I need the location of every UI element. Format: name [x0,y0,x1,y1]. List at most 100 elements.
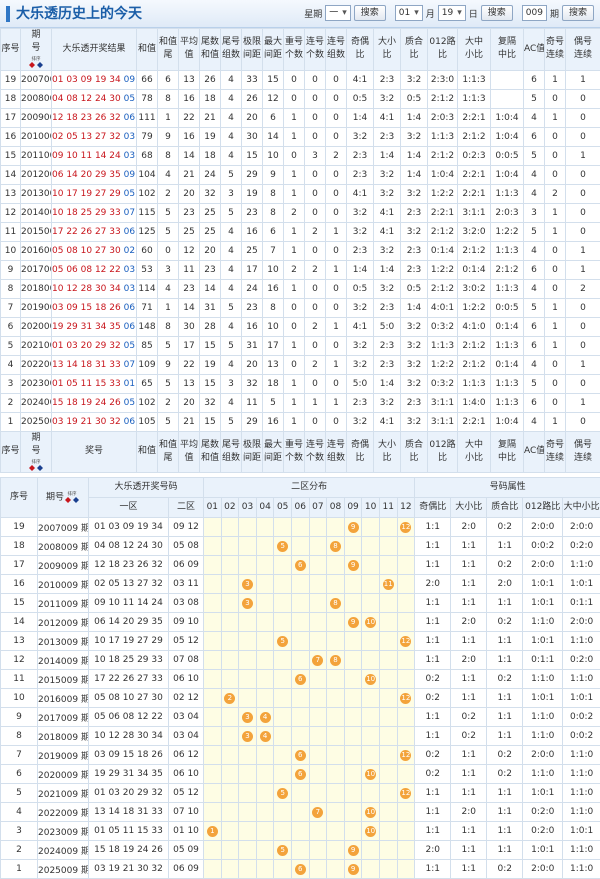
period: 2014009 [21,203,52,222]
stat-cell: 32 [200,393,221,412]
distribution-cell [397,841,415,860]
attribute-cell: 1:1 [451,822,487,841]
weekday-select[interactable]: 一 [325,5,351,21]
attribute-cell: 1:1 [415,556,451,575]
back-numbers: 05 09 [124,398,137,408]
search-button[interactable]: 搜索 [562,5,594,21]
attribute-cell: 1:0:1 [563,575,600,594]
data-row: 14201200906 14 20 29 35 09 1010442124529… [1,165,600,184]
distribution-cell [291,651,309,670]
stat-cell: 3:2 [347,222,374,241]
attribute-cell: 1:1:0 [523,670,563,689]
stat-cell: 14 [179,146,200,165]
row-index: 15 [1,594,38,613]
title-bar: 大乐透历史上的今天 星期 一 搜索 01 月 19 日 搜索 009 期 搜索 [0,0,600,28]
back-numbers: 09 12 [124,75,137,85]
data-row: 10201600905 08 10 27 30 02 1260012204257… [1,241,600,260]
front-numbers: 17 22 26 27 33 [89,670,169,689]
attribute-cell: 0:2 [487,765,523,784]
column-header: 大小比 [374,29,401,71]
stat-cell: 2:2:1 [458,412,491,431]
distribution-cell [221,784,239,803]
stat-cell: 18 [200,146,221,165]
column-header: AC值 [524,431,545,473]
stat-cell: 0 [305,165,326,184]
sort-icon[interactable]: 排序 [28,55,44,69]
sub-header: 一区 [89,498,169,518]
distribution-cell [256,537,274,556]
search-button[interactable]: 搜索 [354,5,386,21]
distribution-cell [239,613,257,632]
sort-icon[interactable]: 排序 [28,458,44,472]
distribution-cell: 9 [344,841,362,860]
front-numbers: 05 06 08 12 22 [89,708,169,727]
stat-cell: 20 [200,241,221,260]
front-numbers: 03 19 21 30 32 [89,860,169,879]
column-header: 序号 [1,29,21,71]
issue-input[interactable]: 009 [522,5,547,21]
stat-cell: 2:1:2 [458,336,491,355]
period: 2023009 期 [38,822,89,841]
hit-ball: 3 [242,579,253,590]
header-text: 连号 [305,36,325,49]
hit-ball: 12 [400,750,411,761]
distribution-cell [327,670,345,689]
back-numbers: 07 08 [169,651,204,670]
distribution-cell [256,784,274,803]
sort-icon[interactable]: 排序 [64,490,80,504]
attribute-cell: 1:1:0 [563,860,600,879]
header-text: 尾 [158,49,178,62]
stat-cell: 14 [200,279,221,298]
stat-cell: 0 [158,241,179,260]
row-index: 13 [1,632,38,651]
stat-cell: 4 [158,279,179,298]
sort-label: 排序 [68,490,77,497]
distribution-cell [362,651,380,670]
distribution-cell: 10 [362,613,380,632]
distribution-cell [291,727,309,746]
attribute-cell: 1:1:0 [563,556,600,575]
distribution-cell [362,575,380,594]
column-header: 连号组数 [326,431,347,473]
header-text: 组数 [221,49,241,62]
stat-cell: 12 [179,241,200,260]
draw-result: 05 08 10 27 30 02 12 [52,241,137,260]
column-header: 012路比 [428,29,458,71]
stat-cell: 21 [179,412,200,431]
attribute-header: 大中小比 [563,498,600,518]
stat-cell: 1 [284,184,305,203]
stat-cell: 32 [242,374,263,393]
distribution-cell [309,765,327,784]
position-header: 05 [274,498,292,518]
stat-cell: 28 [200,317,221,336]
data-row: 6202000919 29 31 34 35 06 10148830284161… [1,317,600,336]
row-index: 16 [1,127,21,146]
stat-cell: 71 [137,298,158,317]
column-header: 尾数和值 [200,431,221,473]
distribution-cell [362,708,380,727]
stat-cell: 0 [545,89,566,108]
search-button[interactable]: 搜索 [481,5,513,21]
stat-cell: 1:1:3 [458,70,491,89]
stat-cell: 3:2 [374,393,401,412]
month-select[interactable]: 01 [395,5,423,21]
stat-cell: 1 [284,108,305,127]
attribute-cell: 2:0:0 [523,860,563,879]
stat-cell: 1:1:3 [428,336,458,355]
distribution-cell [221,765,239,784]
stat-cell: 0 [284,70,305,89]
attribute-cell: 0:2 [487,746,523,765]
distribution-cell [204,613,222,632]
stat-cell: 3:2:0 [458,222,491,241]
attribute-cell: 1:1 [415,537,451,556]
header-text: 和值 [158,439,178,452]
sort-arrow [73,497,79,503]
stat-cell: 2:3 [401,241,428,260]
day-select[interactable]: 19 [438,5,466,21]
group-header: 序号 [1,478,38,518]
history-table: 序号期号排序大乐透开奖结果和值和值尾平均值尾数和值尾号组数极限间距最大间距重号个… [0,28,600,473]
stat-cell: 0:1:4 [491,317,524,336]
stat-cell: 2:1:2 [428,146,458,165]
